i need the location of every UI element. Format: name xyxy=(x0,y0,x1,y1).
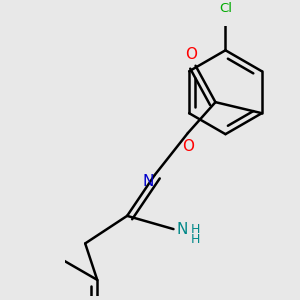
Text: O: O xyxy=(182,139,194,154)
Text: N: N xyxy=(177,222,188,237)
Text: H: H xyxy=(190,223,200,236)
Text: N: N xyxy=(142,174,154,189)
Text: Cl: Cl xyxy=(219,2,232,15)
Text: H: H xyxy=(190,233,200,246)
Text: O: O xyxy=(185,47,197,62)
